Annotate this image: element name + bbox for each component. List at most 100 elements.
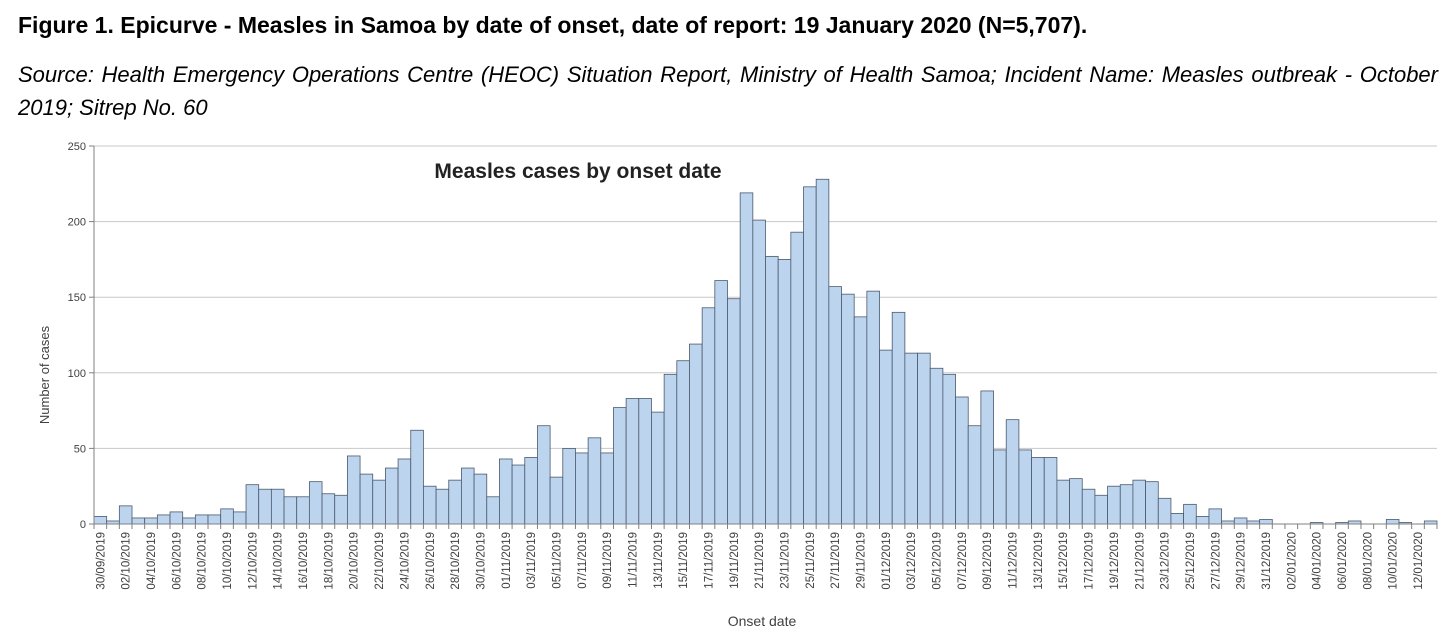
bar xyxy=(993,449,1007,525)
bar xyxy=(1233,517,1248,525)
bar xyxy=(1385,519,1400,525)
x-tick-label: 31/12/2019 xyxy=(1261,532,1273,590)
x-tick-label: 19/11/2019 xyxy=(729,532,741,589)
bar xyxy=(359,473,374,525)
bar xyxy=(334,494,348,525)
x-tick-label: 27/12/2019 xyxy=(1210,532,1222,590)
bar xyxy=(511,464,526,525)
x-tick-label: 15/12/2019 xyxy=(1058,532,1070,590)
bar xyxy=(600,452,614,525)
bar xyxy=(245,484,260,525)
bar xyxy=(714,280,728,525)
bar xyxy=(1031,457,1045,525)
bar xyxy=(435,488,450,525)
bar xyxy=(853,316,868,525)
x-tick-label: 17/11/2019 xyxy=(703,532,715,589)
bar xyxy=(385,467,399,525)
x-tick-label: 03/12/2019 xyxy=(906,532,918,590)
x-tick-label: 22/10/2019 xyxy=(374,532,386,590)
bar xyxy=(169,511,184,525)
bar xyxy=(739,192,754,525)
bar xyxy=(448,479,462,525)
x-tick-label: 16/10/2019 xyxy=(298,532,310,590)
axes xyxy=(89,145,1438,529)
y-axis-label: Number of cases xyxy=(37,325,52,424)
bar xyxy=(1157,497,1172,525)
bar xyxy=(917,352,931,525)
x-tick-label: 04/10/2019 xyxy=(146,532,158,590)
y-tick-label: 250 xyxy=(68,141,86,153)
bar xyxy=(182,517,196,525)
x-tick-label: 04/01/2020 xyxy=(1312,532,1324,590)
bar xyxy=(815,178,830,525)
x-tick-label: 21/12/2019 xyxy=(1134,532,1146,590)
x-tick-label: 28/10/2019 xyxy=(450,532,462,590)
x-tick-label: 21/11/2019 xyxy=(754,532,766,589)
bar xyxy=(220,508,234,525)
x-tick-label: 25/12/2019 xyxy=(1185,532,1197,590)
chart-title: Measles cases by onset date xyxy=(434,160,721,183)
bar xyxy=(1259,519,1273,525)
bar xyxy=(549,476,564,525)
x-tick-label: 19/12/2019 xyxy=(1109,532,1121,590)
x-tick-label: 05/12/2019 xyxy=(932,532,944,590)
x-tick-label: 17/12/2019 xyxy=(1084,532,1096,590)
bar xyxy=(879,349,893,525)
x-tick-label: 23/11/2019 xyxy=(780,532,792,589)
bar xyxy=(1081,488,1096,525)
bar xyxy=(967,425,982,525)
bar xyxy=(575,452,589,525)
figure-source: Source: Health Emergency Operations Cent… xyxy=(18,62,1438,120)
bar xyxy=(765,255,779,525)
bar xyxy=(410,429,424,525)
x-tick-label: 25/11/2019 xyxy=(805,532,817,589)
bar xyxy=(803,186,817,525)
bar xyxy=(752,219,766,525)
bar xyxy=(904,352,918,525)
x-tick-label: 08/10/2019 xyxy=(197,532,209,590)
bar xyxy=(118,505,133,525)
bar xyxy=(232,511,247,525)
bar xyxy=(1183,503,1197,525)
x-tick-label: 01/12/2019 xyxy=(881,532,893,590)
x-tick-label: 08/01/2020 xyxy=(1362,532,1374,590)
bar xyxy=(701,307,716,525)
x-tick-label: 13/12/2019 xyxy=(1033,532,1045,590)
bar xyxy=(955,396,969,525)
bar xyxy=(841,293,855,525)
bar xyxy=(1145,481,1159,525)
x-tick-label: 27/11/2019 xyxy=(830,532,842,589)
bar xyxy=(1043,457,1058,525)
x-tick-label: 13/11/2019 xyxy=(653,532,665,589)
bar xyxy=(828,286,842,525)
x-tick-label: 09/11/2019 xyxy=(602,532,614,589)
x-tick-label: 29/12/2019 xyxy=(1236,532,1248,590)
x-tick-label: 02/01/2020 xyxy=(1286,532,1298,590)
bar xyxy=(587,437,602,525)
bar xyxy=(1005,419,1020,525)
x-tick-label: 30/09/2019 xyxy=(95,532,107,590)
bar xyxy=(1195,516,1210,525)
y-tick-label: 100 xyxy=(68,368,86,380)
bar xyxy=(296,496,310,525)
bar xyxy=(929,367,944,525)
bar xyxy=(942,373,956,525)
bar xyxy=(1107,485,1121,525)
x-tick-label: 11/11/2019 xyxy=(627,532,639,588)
bar xyxy=(207,514,222,525)
bar xyxy=(397,458,412,525)
bar xyxy=(613,407,627,525)
bars xyxy=(93,178,1438,525)
epicurve-chart: 0 50 100 150 200 250 30/09/2019 02/10/2019 04/1… xyxy=(37,141,1438,629)
y-tick-label: 0 xyxy=(80,519,86,531)
bar xyxy=(258,488,272,525)
bar xyxy=(1069,478,1083,525)
x-tick-label: 05/11/2019 xyxy=(551,532,563,589)
bar xyxy=(144,517,158,525)
bar xyxy=(1018,449,1032,525)
x-tick-label: 26/10/2019 xyxy=(425,532,437,590)
bar xyxy=(461,467,475,525)
bar xyxy=(1094,494,1108,525)
x-tick-label: 15/11/2019 xyxy=(678,532,690,589)
bar xyxy=(790,231,804,525)
